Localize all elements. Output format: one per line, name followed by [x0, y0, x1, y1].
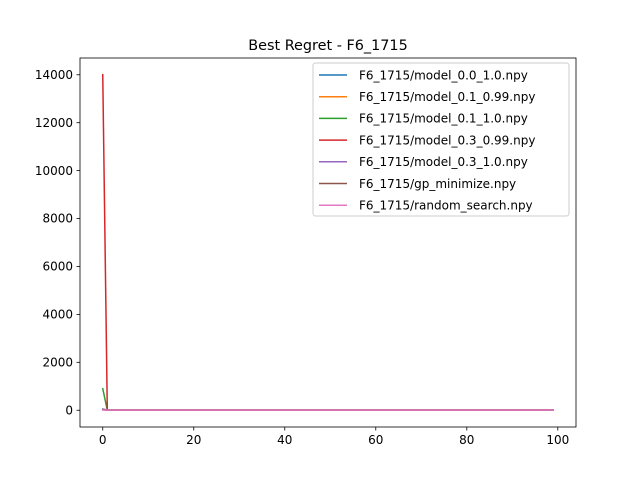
y-tick-label: 14000: [35, 68, 73, 82]
y-tick-label: 2000: [42, 356, 73, 370]
legend-label-7: F6_1715/random_search.npy: [359, 199, 533, 213]
legend-box: [312, 62, 570, 217]
legend-label-5: F6_1715/model_0.3_1.0.npy: [359, 155, 528, 169]
legend-label-1: F6_1715/model_0.0_1.0.npy: [359, 68, 528, 82]
y-tick-label: 4000: [42, 308, 73, 322]
chart-title: Best Regret - F6_1715: [248, 38, 407, 54]
legend-label-2: F6_1715/model_0.1_0.99.npy: [359, 90, 535, 104]
x-tick-label: 80: [459, 433, 474, 447]
legend-label-4: F6_1715/model_0.3_0.99.npy: [359, 133, 535, 147]
legend-label-3: F6_1715/model_0.1_1.0.npy: [359, 112, 528, 126]
x-tick-label: 0: [99, 433, 107, 447]
y-tick-label: 12000: [35, 116, 73, 130]
x-tick-label: 100: [546, 433, 569, 447]
y-tick-label: 6000: [42, 260, 73, 274]
legend: F6_1715/model_0.0_1.0.npy F6_1715/model_0…: [312, 62, 570, 217]
axes-frame: [79, 57, 577, 428]
x-tick-label: 60: [368, 433, 383, 447]
legend-label-6: F6_1715/gp_minimize.npy: [359, 177, 516, 191]
y-tick-label: 8000: [42, 212, 73, 226]
plot-area: [101, 74, 554, 411]
y-tick-label: 0: [65, 403, 73, 417]
x-tick-label: 20: [186, 433, 201, 447]
y-tick-label: 10000: [35, 164, 73, 178]
x-tick-label: 40: [277, 433, 292, 447]
axes: 0 20 40 60 80 100 0 2000 4000 6000 8000 10000 12000 1…: [35, 57, 577, 447]
